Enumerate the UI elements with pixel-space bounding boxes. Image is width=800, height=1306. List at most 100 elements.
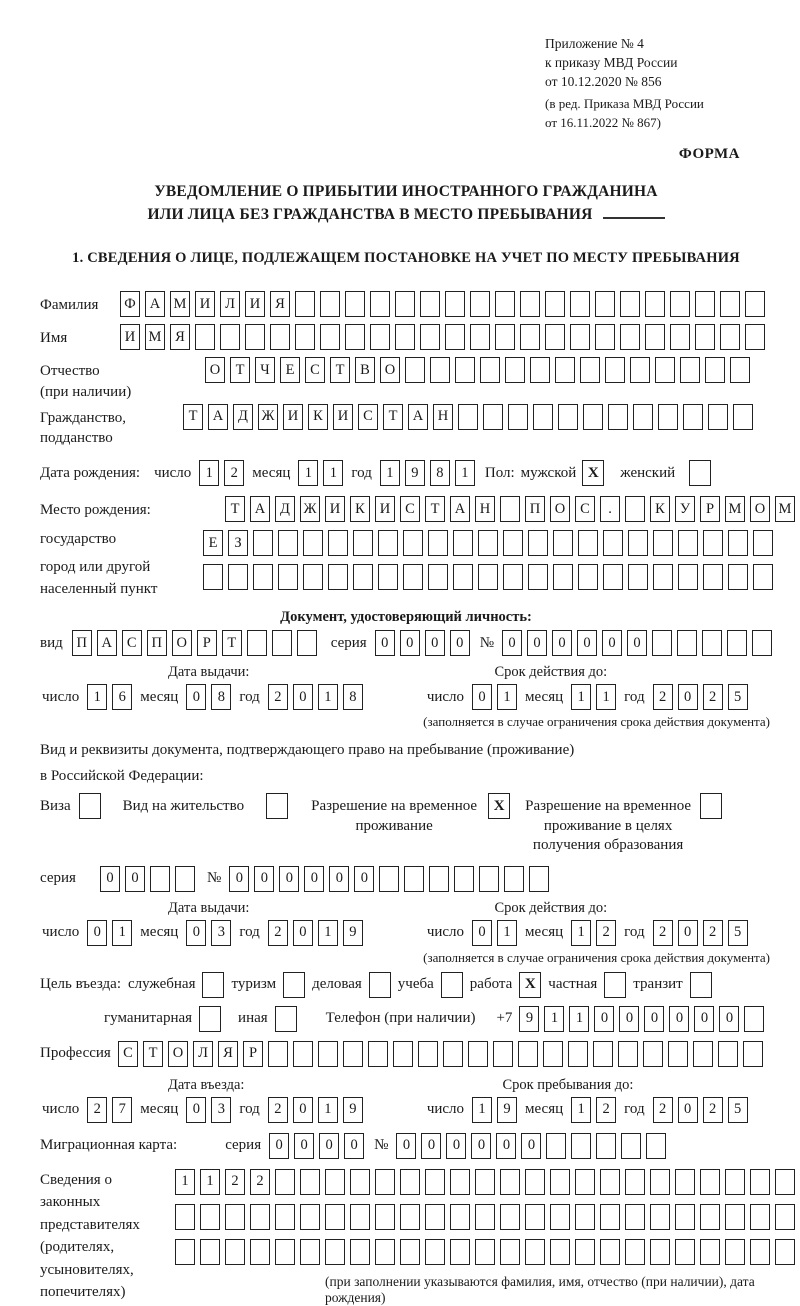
char-box[interactable]	[225, 1203, 245, 1230]
char-box[interactable]	[353, 564, 373, 591]
char-box[interactable]: С	[121, 630, 142, 657]
char-box[interactable]	[752, 630, 772, 657]
char-box[interactable]	[500, 1168, 520, 1195]
char-box[interactable]	[725, 1168, 745, 1195]
char-box[interactable]: 0	[521, 1132, 542, 1159]
char-box[interactable]	[650, 1203, 670, 1230]
char-box[interactable]: 1	[175, 1168, 195, 1195]
char-box[interactable]	[203, 564, 223, 591]
char-box[interactable]: А	[208, 403, 228, 430]
char-box[interactable]	[320, 324, 340, 351]
char-box[interactable]: И	[283, 403, 303, 430]
char-box[interactable]: .	[600, 496, 620, 523]
char-box[interactable]: С	[305, 357, 325, 384]
char-box[interactable]	[702, 630, 722, 657]
residence-permit-checkbox[interactable]	[266, 793, 289, 820]
char-box[interactable]: Я	[270, 291, 290, 318]
char-box[interactable]	[750, 1238, 770, 1265]
char-box[interactable]	[495, 324, 515, 351]
char-box[interactable]: О	[550, 496, 570, 523]
char-box[interactable]: 0	[677, 684, 698, 711]
char-box[interactable]: Я	[218, 1040, 238, 1067]
char-box[interactable]	[744, 1005, 765, 1032]
char-box[interactable]: 0	[294, 1132, 315, 1159]
char-box[interactable]: Р	[700, 496, 720, 523]
char-box[interactable]	[683, 403, 703, 430]
char-box[interactable]: 0	[229, 865, 250, 892]
char-box[interactable]: С	[575, 496, 595, 523]
char-box[interactable]: 0	[421, 1132, 442, 1159]
char-box[interactable]: 1	[317, 1096, 338, 1123]
char-box[interactable]: 0	[100, 865, 120, 892]
char-box[interactable]	[677, 630, 697, 657]
char-box[interactable]: Т	[221, 630, 242, 657]
char-box[interactable]: 0	[292, 684, 313, 711]
char-box[interactable]: 0	[186, 1096, 207, 1123]
char-box[interactable]	[630, 357, 650, 384]
char-box[interactable]	[750, 1203, 770, 1230]
char-box[interactable]	[400, 1238, 420, 1265]
char-box[interactable]	[520, 324, 540, 351]
char-box[interactable]: 9	[497, 1096, 518, 1123]
char-box[interactable]: 2	[87, 1096, 108, 1123]
char-box[interactable]	[428, 530, 448, 557]
char-box[interactable]	[625, 496, 645, 523]
char-box[interactable]: 0	[396, 1132, 417, 1159]
char-box[interactable]: 1	[571, 684, 592, 711]
char-box[interactable]	[328, 564, 348, 591]
char-box[interactable]	[645, 291, 665, 318]
char-box[interactable]	[320, 291, 340, 318]
char-box[interactable]: И	[375, 496, 395, 523]
char-box[interactable]	[525, 1168, 545, 1195]
char-box[interactable]: 5	[727, 1096, 748, 1123]
char-box[interactable]	[730, 357, 750, 384]
char-box[interactable]: 0	[496, 1132, 517, 1159]
char-box[interactable]: 0	[279, 865, 300, 892]
char-box[interactable]	[300, 1238, 320, 1265]
char-box[interactable]	[603, 530, 623, 557]
char-box[interactable]	[425, 1203, 445, 1230]
char-box[interactable]: 0	[602, 630, 622, 657]
char-box[interactable]	[670, 324, 690, 351]
char-box[interactable]	[675, 1168, 695, 1195]
char-box[interactable]: 0	[677, 1096, 698, 1123]
char-box[interactable]	[220, 324, 240, 351]
char-box[interactable]	[775, 1238, 795, 1265]
char-box[interactable]: 0	[424, 630, 445, 657]
char-box[interactable]	[400, 1203, 420, 1230]
char-box[interactable]	[296, 630, 317, 657]
char-box[interactable]	[575, 1238, 595, 1265]
char-box[interactable]	[555, 357, 575, 384]
char-box[interactable]	[578, 530, 598, 557]
char-box[interactable]	[775, 1168, 795, 1195]
char-box[interactable]: 0	[619, 1005, 640, 1032]
char-box[interactable]: К	[308, 403, 328, 430]
char-box[interactable]	[745, 291, 765, 318]
char-box[interactable]	[175, 1203, 195, 1230]
char-box[interactable]	[625, 1168, 645, 1195]
char-box[interactable]: Н	[433, 403, 453, 430]
char-box[interactable]	[652, 630, 672, 657]
char-box[interactable]	[325, 1238, 345, 1265]
char-box[interactable]	[295, 324, 315, 351]
char-box[interactable]	[680, 357, 700, 384]
char-box[interactable]	[529, 865, 550, 892]
char-box[interactable]	[728, 530, 748, 557]
char-box[interactable]: 2	[652, 919, 673, 946]
char-box[interactable]: 0	[577, 630, 597, 657]
visa-checkbox[interactable]	[78, 793, 101, 820]
char-box[interactable]: 8	[211, 684, 232, 711]
char-box[interactable]: Л	[193, 1040, 213, 1067]
char-box[interactable]: 0	[292, 1096, 313, 1123]
char-box[interactable]	[718, 1040, 738, 1067]
char-box[interactable]: 2	[702, 1096, 723, 1123]
char-box[interactable]: Р	[196, 630, 217, 657]
char-box[interactable]: К	[350, 496, 370, 523]
char-box[interactable]	[479, 865, 500, 892]
char-box[interactable]	[720, 291, 740, 318]
char-box[interactable]	[368, 1040, 388, 1067]
char-box[interactable]: В	[355, 357, 375, 384]
sex-male-checkbox[interactable]: X	[582, 460, 605, 487]
char-box[interactable]	[454, 865, 475, 892]
char-box[interactable]: Н	[475, 496, 495, 523]
